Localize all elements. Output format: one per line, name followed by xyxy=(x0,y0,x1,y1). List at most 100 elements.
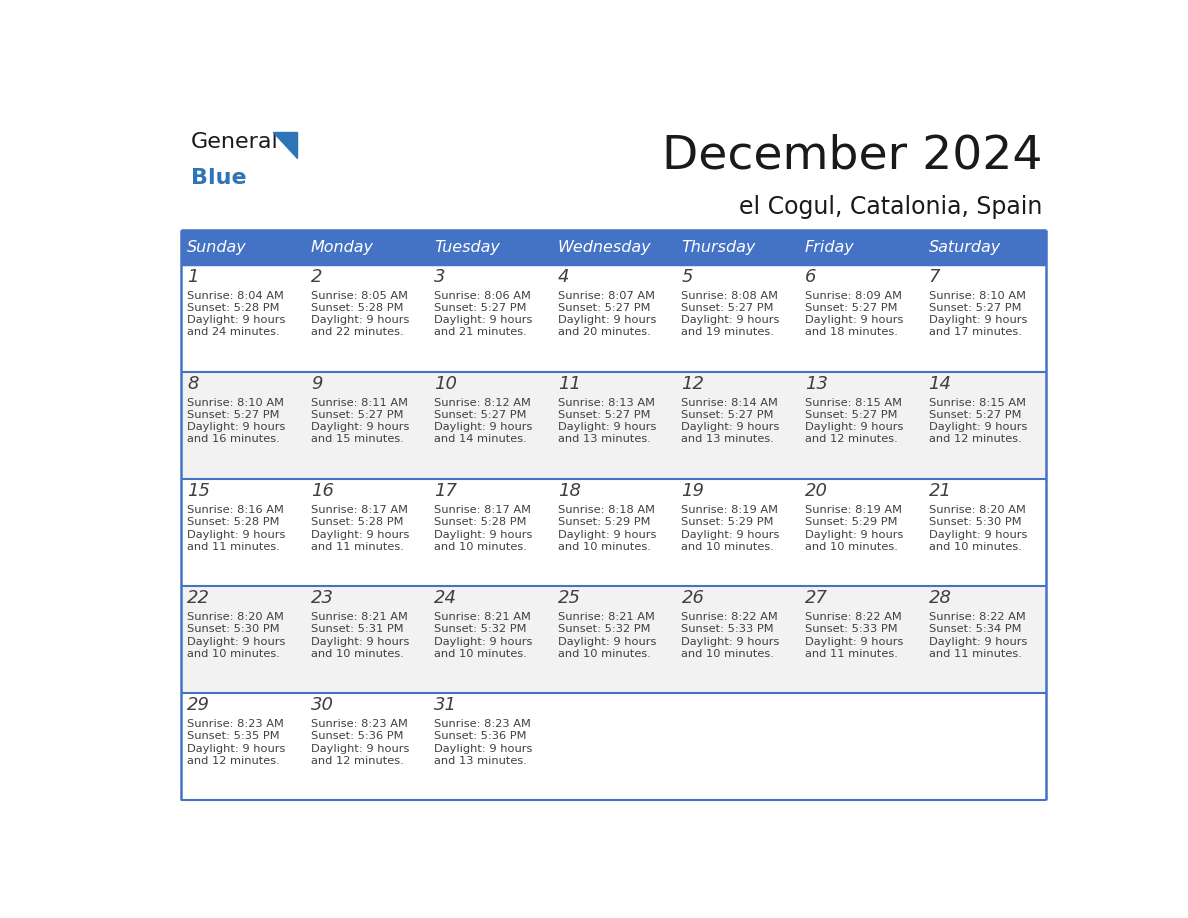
Text: Sunset: 5:27 PM: Sunset: 5:27 PM xyxy=(435,303,526,313)
Text: Sunset: 5:36 PM: Sunset: 5:36 PM xyxy=(311,732,403,742)
Bar xyxy=(551,693,675,800)
Bar xyxy=(551,230,675,265)
Text: 25: 25 xyxy=(558,589,581,607)
Text: 6: 6 xyxy=(805,268,816,286)
Text: Sunset: 5:30 PM: Sunset: 5:30 PM xyxy=(929,518,1022,527)
Text: Sunrise: 8:21 AM: Sunrise: 8:21 AM xyxy=(435,612,531,622)
Text: Daylight: 9 hours
and 10 minutes.: Daylight: 9 hours and 10 minutes. xyxy=(682,636,779,658)
Text: 16: 16 xyxy=(311,482,334,500)
Text: Sunrise: 8:23 AM: Sunrise: 8:23 AM xyxy=(188,719,284,729)
Bar xyxy=(922,265,1045,372)
Text: Sunrise: 8:06 AM: Sunrise: 8:06 AM xyxy=(435,291,531,301)
Text: Daylight: 9 hours
and 10 minutes.: Daylight: 9 hours and 10 minutes. xyxy=(805,530,903,552)
Text: Sunrise: 8:09 AM: Sunrise: 8:09 AM xyxy=(805,291,902,301)
Text: Sunday: Sunday xyxy=(188,240,247,254)
Text: Sunset: 5:27 PM: Sunset: 5:27 PM xyxy=(805,303,897,313)
Text: Daylight: 9 hours
and 20 minutes.: Daylight: 9 hours and 20 minutes. xyxy=(558,316,656,338)
Text: Sunrise: 8:12 AM: Sunrise: 8:12 AM xyxy=(435,398,531,409)
Text: 28: 28 xyxy=(929,589,952,607)
Bar xyxy=(922,479,1045,586)
Bar xyxy=(304,479,428,586)
Bar xyxy=(304,693,428,800)
Text: Sunrise: 8:19 AM: Sunrise: 8:19 AM xyxy=(805,505,902,515)
Text: Sunset: 5:34 PM: Sunset: 5:34 PM xyxy=(929,624,1020,634)
Bar xyxy=(551,265,675,372)
Text: 12: 12 xyxy=(682,375,704,393)
Bar xyxy=(922,230,1045,265)
Text: Sunrise: 8:13 AM: Sunrise: 8:13 AM xyxy=(558,398,655,409)
Bar xyxy=(181,265,304,372)
Text: Sunset: 5:27 PM: Sunset: 5:27 PM xyxy=(188,410,279,420)
Text: Thursday: Thursday xyxy=(682,240,756,254)
Text: 17: 17 xyxy=(435,482,457,500)
Text: Daylight: 9 hours
and 16 minutes.: Daylight: 9 hours and 16 minutes. xyxy=(188,422,285,444)
Text: 11: 11 xyxy=(558,375,581,393)
Text: 18: 18 xyxy=(558,482,581,500)
Text: 27: 27 xyxy=(805,589,828,607)
Bar xyxy=(181,479,304,586)
Text: Sunrise: 8:15 AM: Sunrise: 8:15 AM xyxy=(805,398,902,409)
Text: el Cogul, Catalonia, Spain: el Cogul, Catalonia, Spain xyxy=(739,195,1042,218)
Text: Sunrise: 8:08 AM: Sunrise: 8:08 AM xyxy=(682,291,778,301)
Text: December 2024: December 2024 xyxy=(662,133,1042,178)
Text: 8: 8 xyxy=(188,375,198,393)
Text: Daylight: 9 hours
and 10 minutes.: Daylight: 9 hours and 10 minutes. xyxy=(929,530,1026,552)
Bar xyxy=(181,230,304,265)
Text: Sunset: 5:33 PM: Sunset: 5:33 PM xyxy=(682,624,775,634)
Text: Sunrise: 8:16 AM: Sunrise: 8:16 AM xyxy=(188,505,284,515)
Bar xyxy=(428,586,551,693)
Bar xyxy=(181,586,304,693)
Text: Daylight: 9 hours
and 11 minutes.: Daylight: 9 hours and 11 minutes. xyxy=(805,636,903,658)
Text: Sunset: 5:27 PM: Sunset: 5:27 PM xyxy=(805,410,897,420)
Text: 20: 20 xyxy=(805,482,828,500)
Text: 26: 26 xyxy=(682,589,704,607)
Text: 29: 29 xyxy=(188,696,210,714)
Bar xyxy=(798,372,922,479)
Text: Daylight: 9 hours
and 10 minutes.: Daylight: 9 hours and 10 minutes. xyxy=(311,636,409,658)
Text: 14: 14 xyxy=(929,375,952,393)
Bar xyxy=(304,586,428,693)
Text: Sunset: 5:27 PM: Sunset: 5:27 PM xyxy=(929,410,1020,420)
Text: Sunrise: 8:20 AM: Sunrise: 8:20 AM xyxy=(188,612,284,622)
Text: 30: 30 xyxy=(311,696,334,714)
Text: Daylight: 9 hours
and 12 minutes.: Daylight: 9 hours and 12 minutes. xyxy=(805,422,903,444)
Bar xyxy=(798,693,922,800)
Text: Sunset: 5:36 PM: Sunset: 5:36 PM xyxy=(435,732,526,742)
Bar xyxy=(922,693,1045,800)
Text: Sunset: 5:27 PM: Sunset: 5:27 PM xyxy=(311,410,403,420)
Text: Daylight: 9 hours
and 14 minutes.: Daylight: 9 hours and 14 minutes. xyxy=(435,422,532,444)
Text: Sunrise: 8:10 AM: Sunrise: 8:10 AM xyxy=(188,398,284,409)
Text: Sunset: 5:27 PM: Sunset: 5:27 PM xyxy=(435,410,526,420)
Text: 5: 5 xyxy=(682,268,693,286)
Bar xyxy=(181,372,304,479)
Text: 21: 21 xyxy=(929,482,952,500)
Bar xyxy=(428,230,551,265)
Text: Sunrise: 8:21 AM: Sunrise: 8:21 AM xyxy=(311,612,407,622)
Bar xyxy=(798,230,922,265)
Text: Sunset: 5:29 PM: Sunset: 5:29 PM xyxy=(558,518,650,527)
Polygon shape xyxy=(272,131,297,158)
Text: Sunset: 5:33 PM: Sunset: 5:33 PM xyxy=(805,624,898,634)
Text: Daylight: 9 hours
and 22 minutes.: Daylight: 9 hours and 22 minutes. xyxy=(311,316,409,338)
Text: 4: 4 xyxy=(558,268,569,286)
Text: Sunrise: 8:07 AM: Sunrise: 8:07 AM xyxy=(558,291,655,301)
Text: Sunset: 5:29 PM: Sunset: 5:29 PM xyxy=(682,518,773,527)
Text: Monday: Monday xyxy=(311,240,374,254)
Text: 19: 19 xyxy=(682,482,704,500)
Text: Daylight: 9 hours
and 10 minutes.: Daylight: 9 hours and 10 minutes. xyxy=(435,530,532,552)
Text: 23: 23 xyxy=(311,589,334,607)
Text: Daylight: 9 hours
and 12 minutes.: Daylight: 9 hours and 12 minutes. xyxy=(188,744,285,766)
Bar xyxy=(798,265,922,372)
Text: 7: 7 xyxy=(929,268,940,286)
Text: Sunset: 5:27 PM: Sunset: 5:27 PM xyxy=(558,410,650,420)
Bar xyxy=(922,372,1045,479)
Text: Sunrise: 8:15 AM: Sunrise: 8:15 AM xyxy=(929,398,1025,409)
Bar xyxy=(551,479,675,586)
Text: General: General xyxy=(191,131,279,151)
Text: Sunset: 5:28 PM: Sunset: 5:28 PM xyxy=(311,518,403,527)
Text: Sunrise: 8:22 AM: Sunrise: 8:22 AM xyxy=(929,612,1025,622)
Text: 15: 15 xyxy=(188,482,210,500)
Text: 1: 1 xyxy=(188,268,198,286)
Text: Sunset: 5:28 PM: Sunset: 5:28 PM xyxy=(188,518,279,527)
Text: 2: 2 xyxy=(311,268,322,286)
